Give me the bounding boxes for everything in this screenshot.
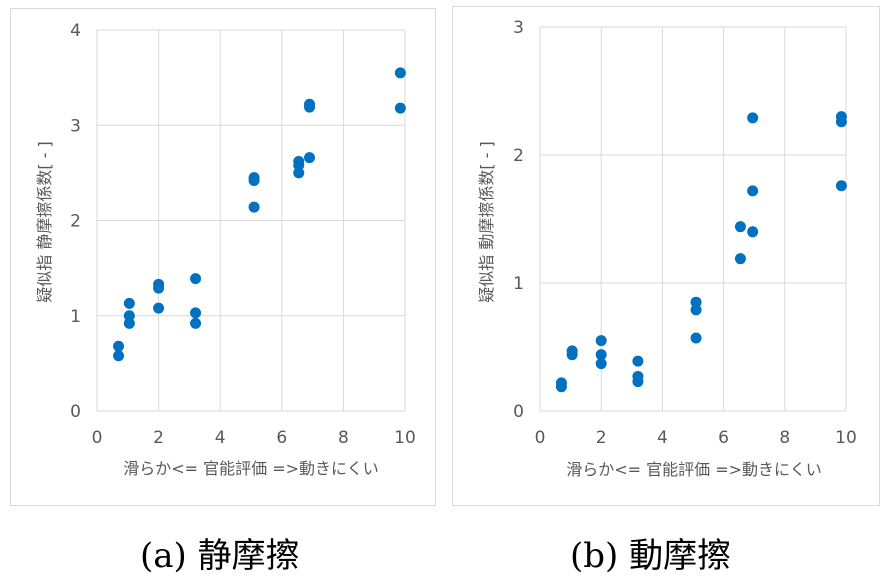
x-tick-label: 4: [657, 428, 668, 448]
x-axis-title: 滑らか<= 官能評価 =>動きにくい: [566, 460, 821, 479]
data-point: [248, 174, 260, 186]
caption-dynamic-friction: (b) 動摩擦: [570, 536, 732, 576]
data-point: [595, 358, 607, 370]
x-tick-label: 10: [835, 428, 857, 448]
x-tick-label: 0: [92, 428, 103, 448]
y-tick-label: 3: [513, 18, 524, 38]
data-point: [153, 282, 165, 294]
y-tick-label: 0: [513, 402, 524, 422]
data-point: [153, 302, 165, 314]
data-point: [190, 307, 202, 319]
data-point: [595, 335, 607, 347]
y-tick-label: 4: [70, 21, 81, 41]
data-point: [123, 297, 135, 309]
data-point: [555, 381, 567, 393]
data-point: [747, 112, 759, 124]
x-tick-label: 2: [153, 428, 164, 448]
caption-static-friction: (a) 静摩擦: [140, 536, 300, 576]
data-point: [566, 349, 578, 361]
data-point: [690, 304, 702, 316]
x-tick-label: 6: [276, 428, 287, 448]
data-point: [595, 349, 607, 361]
y-tick-label: 1: [513, 274, 524, 294]
data-point: [632, 355, 644, 367]
data-point: [747, 226, 759, 238]
data-point: [394, 67, 406, 79]
data-point: [734, 221, 746, 233]
chart-panel-static-friction: [10, 8, 436, 506]
data-point: [293, 159, 305, 171]
x-tick-label: 6: [718, 428, 729, 448]
y-tick-label: 3: [70, 116, 81, 136]
data-point: [835, 180, 847, 192]
data-point: [747, 185, 759, 197]
x-tick-label: 2: [596, 428, 607, 448]
data-point: [113, 350, 125, 362]
chart-panel-dynamic-friction: [452, 6, 880, 506]
data-point: [123, 310, 135, 322]
data-point: [113, 340, 125, 352]
data-point: [835, 116, 847, 128]
data-point: [690, 332, 702, 344]
x-tick-label: 8: [338, 428, 349, 448]
data-point: [248, 201, 260, 213]
data-point: [190, 317, 202, 329]
data-point: [690, 296, 702, 308]
data-point: [632, 376, 644, 388]
y-axis-title: 疑似指 動摩擦係数[ - ]: [477, 141, 496, 303]
x-axis-title: 滑らか<= 官能評価 =>動きにくい: [123, 459, 378, 478]
y-tick-label: 2: [513, 146, 524, 166]
y-tick-label: 1: [70, 307, 81, 327]
y-axis-title: 疑似指 静摩擦係数[ - ]: [35, 141, 54, 303]
data-point: [394, 102, 406, 114]
y-tick-label: 0: [70, 402, 81, 422]
y-tick-label: 2: [70, 212, 81, 232]
x-tick-label: 10: [394, 428, 416, 448]
data-point: [293, 167, 305, 179]
x-tick-label: 8: [779, 428, 790, 448]
data-point: [123, 317, 135, 329]
data-point: [190, 273, 202, 285]
data-point: [734, 253, 746, 265]
x-tick-label: 4: [215, 428, 226, 448]
data-point: [304, 152, 316, 164]
data-point: [304, 101, 316, 113]
x-tick-label: 0: [535, 428, 546, 448]
